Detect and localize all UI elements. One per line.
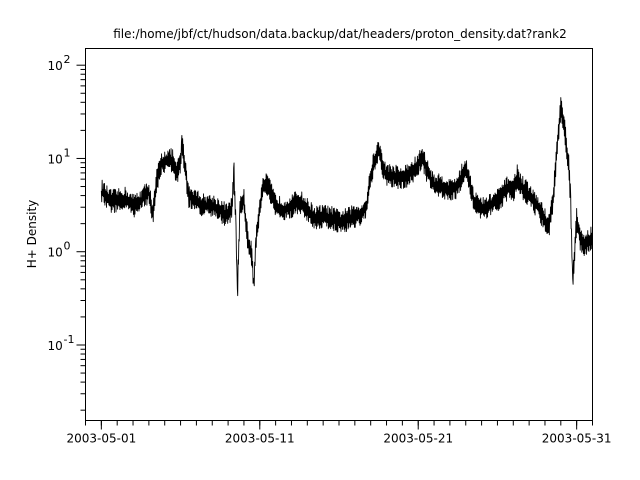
y-tick-base: 10 [48,59,63,73]
y-tick-label: 10 1 [48,146,71,166]
series-layer [100,97,593,297]
y-tick-label: 10 2 [48,53,71,73]
x-tick-label: 2003-05-11 [225,432,295,446]
x-axis: 2003-05-01 2003-05-11 2003-05-21 2003-05-31 [66,420,612,446]
plot-frame [85,48,593,421]
y-tick-base: 10 [48,152,63,166]
y-tick-label: 10 0 [48,240,71,260]
y-tick-label: 10 -1 [48,333,75,353]
y-tick-exponent: 0 [64,240,71,253]
x-tick-label: 2003-05-21 [383,432,453,446]
chart-title: file:/home/jbf/ct/hudson/data.backup/dat… [113,27,567,41]
x-tick-label: 2003-05-31 [542,432,612,446]
series-line [100,97,593,297]
y-tick-exponent: -1 [64,333,75,346]
y-tick-exponent: 1 [64,146,71,159]
y-tick-base: 10 [48,339,63,353]
y-tick-base: 10 [48,246,63,260]
x-tick-label: 2003-05-01 [66,432,136,446]
y-tick-exponent: 2 [64,53,71,66]
